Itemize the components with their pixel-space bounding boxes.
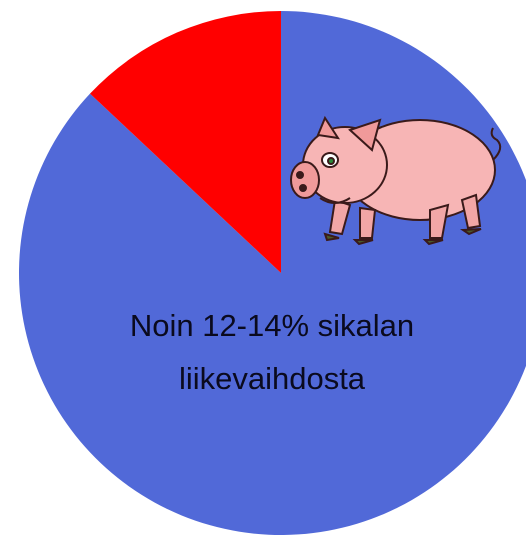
annotation: Noin 12-14% sikalan: [130, 308, 414, 343]
pie: [19, 11, 526, 535]
annotation: liikevaihdosta: [179, 361, 366, 396]
chart: Noin 12-14% sikalan liikevaihdosta: [0, 0, 526, 547]
